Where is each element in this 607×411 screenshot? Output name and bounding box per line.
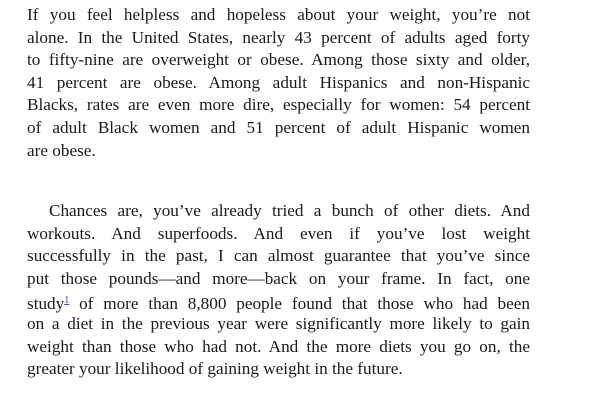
text-line: are obese. bbox=[27, 140, 96, 160]
text-line: successfully in the past, I can almost g… bbox=[27, 246, 530, 266]
text-line: workouts. And superfoods. And even if yo… bbox=[27, 223, 530, 243]
text-span: of more than 8,800 people found that tho… bbox=[69, 294, 530, 314]
footnote-link[interactable]: 1 bbox=[64, 295, 70, 307]
text-line: 41 percent are obese. Among adult Hispan… bbox=[27, 72, 530, 92]
paragraph: Chances are, you’ve already tried a bunc… bbox=[27, 200, 530, 381]
text-line: greater your likelihood of gaining weigh… bbox=[27, 359, 403, 379]
text-line: to fifty-nine are overweight or obese. A… bbox=[27, 50, 530, 70]
text-line: put those pounds—and more—back on your f… bbox=[27, 268, 530, 288]
text-span: study bbox=[27, 294, 65, 314]
text-line: on a diet in the previous year were sign… bbox=[27, 313, 530, 333]
text-line: Chances are, you’ve already tried a bunc… bbox=[49, 201, 530, 220]
text-line: Blacks, rates are even more dire, especi… bbox=[27, 95, 530, 115]
text-line: of adult Black women and 51 percent of a… bbox=[27, 117, 530, 137]
paragraph: If you feel helpless and hopeless about … bbox=[27, 4, 530, 162]
text-line: study1 of more than 8,800 people found t… bbox=[27, 290, 530, 313]
text-line: alone. In the United States, nearly 43 p… bbox=[27, 27, 530, 47]
text-line: If you feel helpless and hopeless about … bbox=[27, 5, 530, 24]
text-line: weight than those who had not. And the m… bbox=[27, 336, 530, 356]
